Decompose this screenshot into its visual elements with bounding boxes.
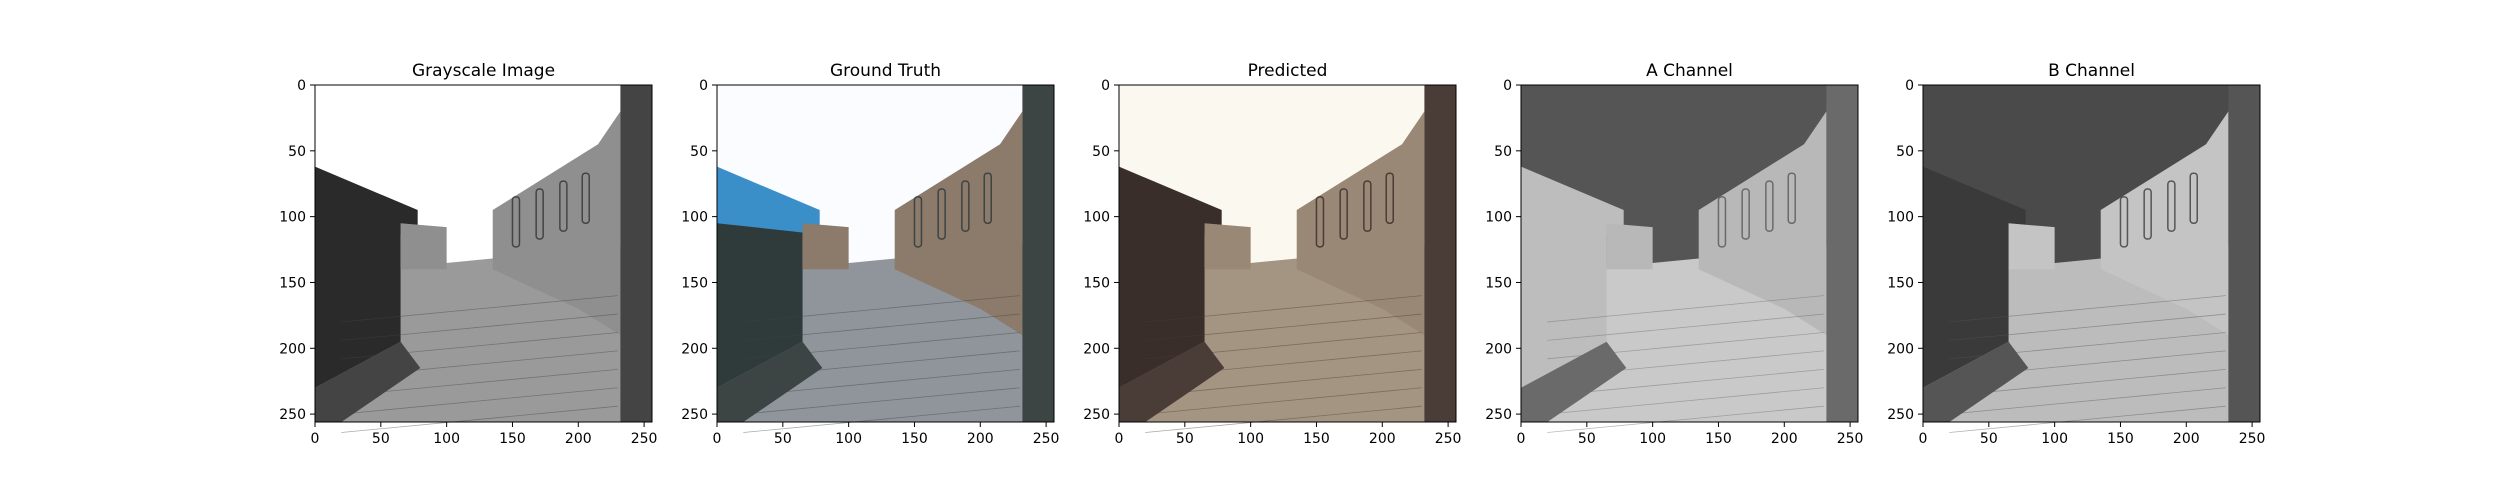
y-tick-label: 50 [690,144,708,160]
panel-4: A Channel 0 50 100 150 200 250 0 50 100 150 200 250 [1485,61,1863,447]
y-tick-label: 150 [1887,275,1914,291]
y-tick-label: 100 [1887,210,1914,226]
y-tick-label: 250 [1083,407,1110,423]
x-tick-label: 150 [1303,431,1330,447]
x-tick-label: 0 [1115,431,1124,447]
x-tick-label: 150 [901,431,928,447]
panel-2: Ground Truth 0 50 100 150 200 250 0 50 100 150 200 2… [681,61,1059,447]
x-tick-label: 250 [1033,431,1060,447]
y-tick-label: 250 [279,407,306,423]
y-tick-label: 0 [297,78,306,94]
panel-image [1119,85,1456,433]
panel-image [315,85,652,433]
panel-title: A Channel [1646,61,1733,81]
image-far-structure [1205,223,1251,269]
x-tick-label: 250 [2239,431,2266,447]
y-tick-label: 150 [1485,275,1512,291]
y-tick-label: 50 [1896,144,1914,160]
y-tick-label: 100 [279,210,306,226]
y-tick-label: 100 [681,210,708,226]
y-tick-label: 150 [279,275,306,291]
y-tick-label: 50 [1494,144,1512,160]
x-tick-label: 50 [372,431,390,447]
panel-title: Ground Truth [830,61,941,81]
image-far-structure [2009,223,2055,269]
x-tick-label: 100 [1237,431,1264,447]
x-tick-label: 100 [2041,431,2068,447]
y-tick-label: 150 [681,275,708,291]
x-tick-label: 50 [774,431,792,447]
panel-3: Predicted 0 50 100 150 200 250 0 50 100 150 200 250 [1083,61,1461,447]
x-tick-label: 250 [1837,431,1864,447]
x-tick-label: 200 [565,431,592,447]
x-tick-label: 50 [1980,431,1998,447]
image-right-pillar [2228,85,2260,422]
y-tick-label: 0 [1905,78,1914,94]
x-tick-label: 250 [631,431,658,447]
x-tick-label: 200 [967,431,994,447]
y-tick-label: 200 [681,341,708,357]
x-tick-label: 150 [2107,431,2134,447]
panel-title: B Channel [2048,61,2135,81]
y-tick-label: 100 [1083,210,1110,226]
image-right-pillar [620,85,652,422]
y-tick-label: 0 [1503,78,1512,94]
x-tick-label: 0 [1919,431,1928,447]
panel-image [1521,85,1858,433]
x-tick-label: 100 [835,431,862,447]
x-tick-label: 50 [1578,431,1596,447]
panels: Grayscale Image 0 50 100 150 200 250 0 50 100 150 2… [279,61,2265,447]
y-tick-label: 200 [1887,341,1914,357]
x-tick-label: 0 [311,431,320,447]
y-tick-label: 50 [1092,144,1110,160]
image-right-pillar [1826,85,1858,422]
panel-image [1923,85,2260,433]
image-far-structure [803,223,849,269]
x-tick-label: 200 [1771,431,1798,447]
x-tick-label: 200 [2173,431,2200,447]
y-tick-label: 250 [681,407,708,423]
panel-title: Predicted [1248,61,1328,81]
x-tick-label: 100 [433,431,460,447]
x-tick-label: 250 [1435,431,1462,447]
x-tick-label: 100 [1639,431,1666,447]
panel-5: B Channel 0 50 100 150 200 250 0 50 100 150 200 250 [1887,61,2265,447]
y-tick-label: 200 [1485,341,1512,357]
image-right-pillar [1022,85,1054,422]
x-tick-label: 150 [499,431,526,447]
y-tick-label: 250 [1887,407,1914,423]
x-tick-label: 0 [713,431,722,447]
y-tick-label: 200 [279,341,306,357]
y-tick-label: 100 [1485,210,1512,226]
image-far-structure [401,223,447,269]
panel-1: Grayscale Image 0 50 100 150 200 250 0 50 100 150 2… [279,61,657,447]
y-tick-label: 0 [699,78,708,94]
panel-title: Grayscale Image [412,61,555,81]
y-tick-label: 150 [1083,275,1110,291]
x-tick-label: 150 [1705,431,1732,447]
panel-image [717,85,1054,433]
x-tick-label: 200 [1369,431,1396,447]
y-tick-label: 50 [288,144,306,160]
image-far-structure [1607,223,1653,269]
x-tick-label: 50 [1176,431,1194,447]
x-tick-label: 0 [1517,431,1526,447]
y-tick-label: 250 [1485,407,1512,423]
image-right-pillar [1424,85,1456,422]
y-tick-label: 200 [1083,341,1110,357]
y-tick-label: 0 [1101,78,1110,94]
